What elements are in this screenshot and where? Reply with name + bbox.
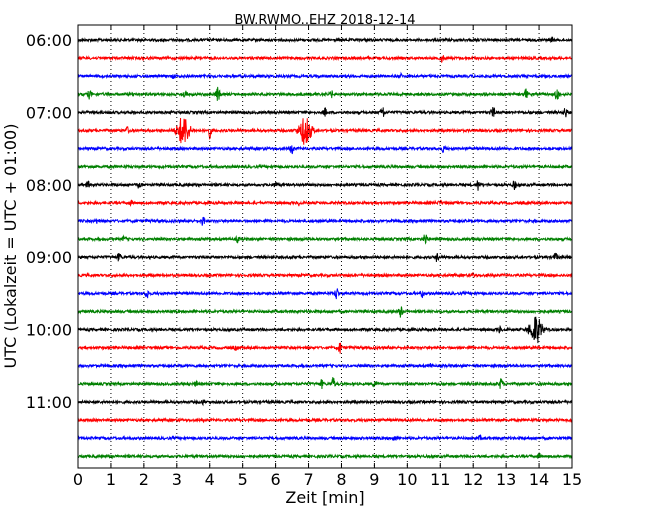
trace-line-0745: [77, 163, 573, 170]
trace-line-0615: [77, 54, 572, 63]
x-tick-label: 6: [271, 470, 281, 489]
x-tick-label: 12: [463, 470, 483, 489]
x-tick-label: 15: [562, 470, 582, 489]
trace-line-0700: [77, 107, 573, 118]
trace-line-0815: [77, 199, 573, 207]
y-axis-label: UTC (Lokalzeit = UTC + 01:00): [1, 124, 20, 369]
x-tick-label: 9: [369, 470, 379, 489]
x-tick-label: 4: [205, 470, 215, 489]
plot-frame: [77, 24, 573, 469]
trace-line-0730: [77, 144, 573, 155]
trace-line-1045: [77, 377, 573, 390]
trace-line-0900: [77, 252, 573, 262]
trace-line-1015: [77, 342, 573, 354]
x-tick-label: 11: [430, 470, 450, 489]
trace-line-0915: [77, 272, 573, 279]
trace-line-1000: [77, 316, 573, 344]
trace-line-0845: [77, 234, 573, 245]
x-tick-label: 3: [172, 470, 182, 489]
x-tick-label: 0: [73, 470, 83, 489]
trace-line-0830: [77, 216, 573, 226]
x-tick-label: 2: [139, 470, 149, 489]
trace-line-0630: [77, 71, 573, 80]
x-tick-label: 8: [336, 470, 346, 489]
trace-line-1130: [77, 434, 573, 442]
y-tick-label: 10:00: [26, 321, 72, 340]
y-tick-label: 09:00: [26, 248, 72, 267]
trace-line-0715: [77, 117, 573, 145]
trace-line-1030: [77, 362, 573, 369]
trace-line-0930: [77, 288, 572, 300]
x-tick-label: 5: [238, 470, 248, 489]
traces: [77, 36, 573, 460]
trace-line-0645: [77, 86, 573, 101]
x-tick-label: 10: [397, 470, 417, 489]
x-tick-label: 1: [106, 470, 116, 489]
x-tick-label: 7: [303, 470, 313, 489]
trace-line-1100: [77, 398, 573, 407]
chart-title: BW.RWMO..EHZ 2018-12-14: [234, 13, 415, 28]
x-tick-label: 13: [496, 470, 516, 489]
y-tick-label: 07:00: [26, 103, 72, 122]
trace-line-1115: [77, 416, 573, 424]
trace-line-0600: [77, 36, 573, 44]
trace-line-1145: [77, 451, 573, 460]
y-tick-label: 06:00: [26, 31, 72, 50]
y-tick-label: 11:00: [26, 393, 72, 412]
trace-line-0945: [77, 306, 573, 318]
axis-ticks: 0 1 2 3 4 5 6 7 8 9 10 11 12 13 14 1506:0007:0008:0009:…: [26, 25, 582, 489]
x-axis-label: Zeit [min]: [285, 488, 364, 507]
y-tick-label: 08:00: [26, 176, 72, 195]
trace-line-0800: [77, 180, 573, 191]
x-tick-label: 14: [529, 470, 549, 489]
